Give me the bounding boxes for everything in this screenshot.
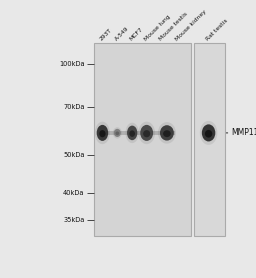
Bar xyxy=(194,43,226,236)
Ellipse shape xyxy=(115,131,119,135)
Ellipse shape xyxy=(113,127,122,139)
Ellipse shape xyxy=(200,121,217,145)
Ellipse shape xyxy=(125,123,139,143)
Ellipse shape xyxy=(99,130,105,137)
Ellipse shape xyxy=(95,122,110,144)
Ellipse shape xyxy=(160,125,174,141)
Text: 293T: 293T xyxy=(99,28,113,42)
Ellipse shape xyxy=(140,125,153,141)
Ellipse shape xyxy=(158,122,176,144)
Text: 35kDa: 35kDa xyxy=(63,217,84,223)
Text: MCF7: MCF7 xyxy=(129,26,144,42)
Ellipse shape xyxy=(127,126,137,140)
Text: Mouse testis: Mouse testis xyxy=(158,11,189,42)
Ellipse shape xyxy=(205,130,212,138)
Text: 40kDa: 40kDa xyxy=(63,190,84,196)
Bar xyxy=(94,43,191,236)
Ellipse shape xyxy=(129,130,135,137)
Text: Rat testis: Rat testis xyxy=(205,18,229,42)
Text: 70kDa: 70kDa xyxy=(63,104,84,110)
Ellipse shape xyxy=(163,130,171,137)
Text: 100kDa: 100kDa xyxy=(59,61,84,67)
Text: A-549: A-549 xyxy=(114,26,130,42)
Ellipse shape xyxy=(138,122,155,144)
Text: Mouse lung: Mouse lung xyxy=(143,14,171,42)
Ellipse shape xyxy=(114,129,121,137)
Text: Mouse kidney: Mouse kidney xyxy=(174,9,207,42)
Ellipse shape xyxy=(97,125,108,141)
Text: MMP11: MMP11 xyxy=(231,128,256,137)
Ellipse shape xyxy=(143,130,150,137)
Text: 50kDa: 50kDa xyxy=(63,152,84,158)
Ellipse shape xyxy=(202,124,215,142)
Bar xyxy=(100,131,175,135)
